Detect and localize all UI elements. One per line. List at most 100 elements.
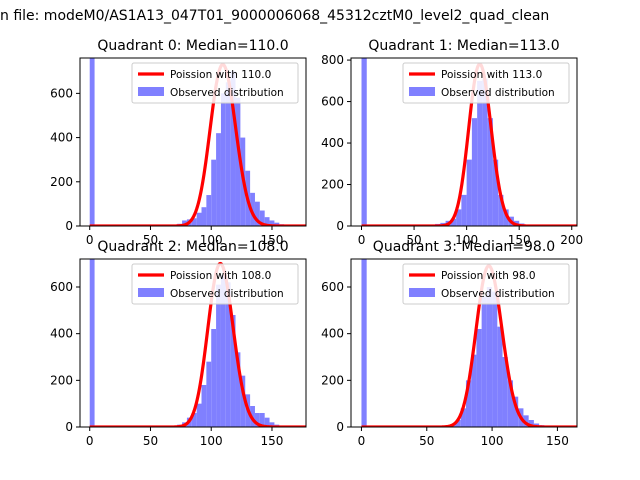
hist-bar [497, 326, 503, 427]
hist-bar [471, 354, 477, 427]
quadrant-panel-0: Quadrant 0: Median=110.0 0 50 100 150 0 200 400… [50, 38, 307, 247]
legend-box [402, 62, 570, 104]
x-tick-label: 150 [261, 434, 284, 448]
legend-hist-swatch [409, 87, 435, 96]
hist-bar [264, 417, 270, 427]
hist-bar [477, 80, 483, 226]
hist-bar [471, 118, 478, 226]
legend-hist-swatch [138, 87, 164, 96]
poisson-curve [360, 62, 577, 226]
y-tick-label: 200 [50, 175, 73, 189]
y-tick-label: 600 [50, 86, 73, 100]
hist-bar [492, 291, 498, 427]
quadrant-panel-2: Quadrant 2: Median=108.0 0 50 100 150 0 200 400… [50, 239, 307, 448]
x-tick-label: 0 [86, 233, 94, 247]
hist-bar [259, 413, 265, 427]
y-tick-label: 0 [336, 420, 344, 434]
hist-bar [498, 194, 504, 226]
y-tick-label: 0 [336, 219, 344, 233]
legend-entry-observed: Observed distribution [170, 288, 284, 300]
hist-bar [450, 218, 457, 226]
y-tick-label: 400 [321, 327, 344, 341]
x-tick-label: 50 [406, 233, 421, 247]
y-tick-label: 0 [65, 219, 73, 233]
panel-title-1: Quadrant 1: Median=113.0 [368, 38, 559, 54]
y-tick-label: 200 [321, 178, 344, 192]
hist-bar [465, 380, 472, 427]
hist-bar [481, 296, 487, 427]
hist-bar [220, 275, 226, 427]
hist-bar [487, 118, 493, 226]
legend-box [131, 263, 299, 305]
hist-bar [492, 159, 499, 226]
legend-box [131, 62, 299, 104]
figure-suptitle: n file: modeM0/AS1A13_047T01_9000006068_… [0, 8, 549, 24]
x-tick-label: 50 [419, 434, 434, 448]
axes-frame [79, 57, 307, 227]
hist-bar [254, 413, 260, 427]
hist-bar [466, 159, 472, 226]
hist-bar [269, 220, 275, 226]
hist-bar [503, 209, 509, 226]
hist-bar [216, 284, 221, 427]
axes-frame [79, 258, 307, 428]
hist-bar [182, 220, 187, 226]
hist-bar [235, 97, 241, 226]
x-tick-label: 100 [200, 233, 223, 247]
hist-bar [269, 422, 275, 427]
x-tick-label: 100 [455, 233, 478, 247]
legend-entry-poisson: Poission with 113.0 [441, 69, 542, 81]
hist-bar [211, 159, 217, 226]
y-tick-label: 400 [50, 131, 73, 145]
hist-bar [235, 352, 241, 427]
quadrant-panel-3: Quadrant 3: Median=98.0 0 50 100 150 0 200 400 6… [321, 239, 578, 448]
hist-bar [89, 259, 95, 427]
hist-bar [206, 361, 212, 427]
hist-bar [201, 207, 207, 226]
y-tick-label: 600 [50, 280, 73, 294]
hist-bar [196, 212, 202, 226]
hist-bar [240, 375, 246, 427]
hist-bar [191, 413, 197, 427]
y-tick-label: 600 [321, 95, 344, 109]
hist-bar [456, 209, 462, 226]
y-tick-label: 200 [321, 373, 344, 387]
panel-title-0: Quadrant 0: Median=110.0 [97, 38, 288, 54]
hist-bar [196, 403, 202, 427]
hist-bar [216, 133, 221, 226]
y-tick-label: 800 [321, 53, 344, 67]
hist-bar [225, 82, 231, 226]
x-tick-label: 150 [546, 434, 569, 448]
hist-bar [206, 195, 212, 226]
x-tick-label: 150 [261, 233, 284, 247]
legend: Poission with 110.0 Observed distribution [131, 62, 299, 104]
y-tick-label: 0 [65, 420, 73, 434]
hist-bar [89, 58, 95, 226]
hist-bar [502, 357, 508, 427]
hist-bar [512, 396, 519, 427]
hist-bar [264, 217, 270, 226]
legend: Poission with 98.0 Observed distribution [402, 263, 570, 305]
hist-bar [361, 259, 367, 427]
legend: Poission with 108.0 Observed distribution [131, 263, 299, 305]
legend-hist-swatch [138, 288, 164, 297]
hist-bar [455, 420, 461, 427]
axes-frame [350, 258, 578, 428]
y-tick-label: 400 [321, 136, 344, 150]
hist-bar [201, 385, 207, 427]
hist-bar [461, 194, 467, 226]
legend-hist-swatch [409, 288, 435, 297]
hist-bar [486, 287, 493, 427]
x-tick-label: 0 [358, 233, 366, 247]
x-tick-label: 200 [560, 233, 583, 247]
hist-bar [211, 329, 217, 427]
legend: Poission with 113.0 Observed distribution [402, 62, 570, 104]
y-tick-label: 200 [50, 373, 73, 387]
x-tick-label: 100 [200, 434, 223, 448]
quadrant-panel-1: Quadrant 1: Median=113.0 0 50 100 150 200 0 200… [321, 38, 583, 247]
hist-bar [482, 78, 488, 226]
x-tick-label: 100 [481, 434, 504, 448]
legend-entry-poisson: Poission with 108.0 [170, 270, 271, 282]
legend-entry-poisson: Poission with 110.0 [170, 69, 271, 81]
